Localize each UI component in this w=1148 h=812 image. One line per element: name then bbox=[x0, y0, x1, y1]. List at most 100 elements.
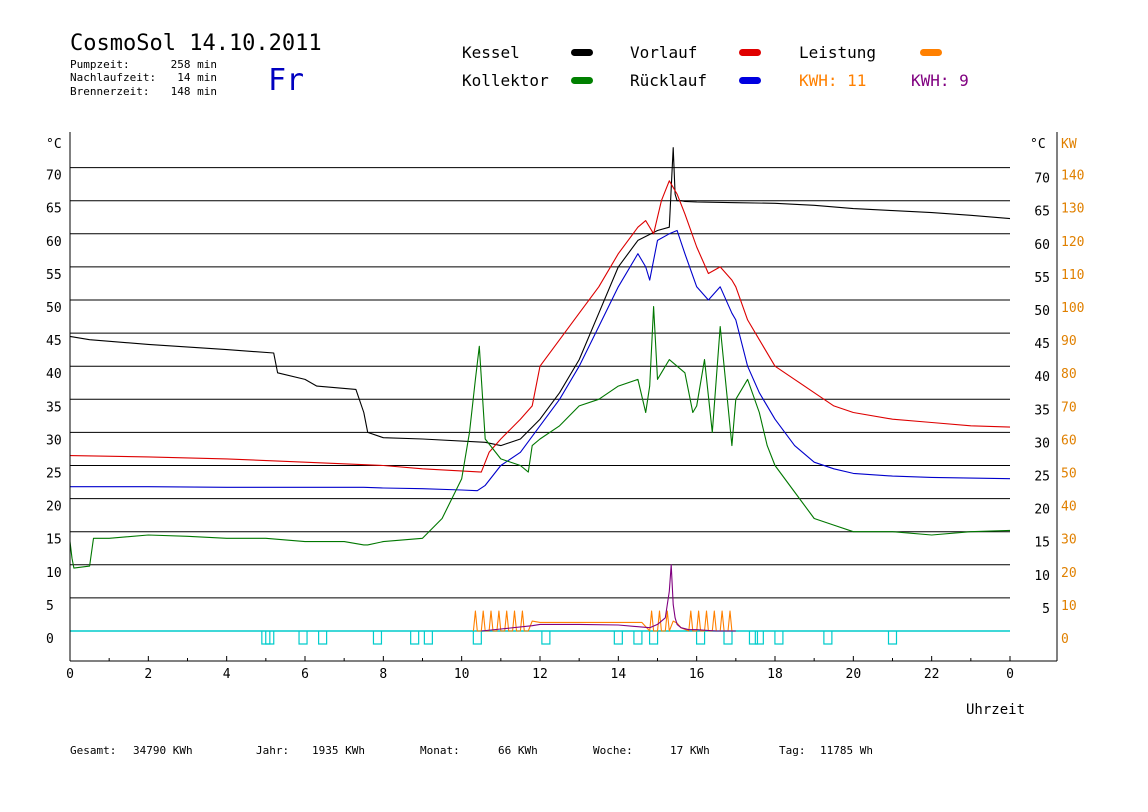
y-right-kw-label-30: 30 bbox=[1061, 533, 1077, 548]
y-left-label-55: 55 bbox=[46, 268, 62, 283]
pump-pulse-18 bbox=[887, 631, 898, 645]
pump-pulse-15 bbox=[754, 631, 764, 645]
pump-pulse-5 bbox=[410, 631, 420, 645]
y-right-c-label-70: 70 bbox=[1034, 172, 1050, 187]
stat-pumpzeit-label: Pumpzeit: bbox=[70, 58, 130, 71]
footer-monat-label: Monat: bbox=[420, 744, 460, 757]
pump-pulse-8 bbox=[541, 631, 551, 645]
legend-label-ruecklauf: Rücklauf bbox=[630, 71, 707, 90]
footer-gesamt-label: Gesamt: bbox=[70, 744, 116, 757]
y-right-c-label-45: 45 bbox=[1034, 337, 1050, 352]
right-axis-unit-c: °C bbox=[1030, 137, 1046, 152]
y-right-kw-label-50: 50 bbox=[1061, 467, 1077, 482]
x-axis-label: Uhrzeit bbox=[966, 702, 1025, 718]
right-axis-unit-kw: KW bbox=[1061, 137, 1077, 152]
y-right-c-label-5: 5 bbox=[1042, 602, 1050, 617]
y-left-label-25: 25 bbox=[46, 467, 62, 482]
y-left-label-70: 70 bbox=[46, 169, 62, 184]
x-tick-label-1: 2 bbox=[144, 667, 152, 682]
y-right-kw-label-20: 20 bbox=[1061, 566, 1077, 581]
y-right-c-label-25: 25 bbox=[1034, 470, 1050, 485]
x-tick-label-10: 20 bbox=[846, 667, 862, 682]
kwh-leistung2: KWH: 9 bbox=[911, 71, 969, 90]
y-right-c-label-20: 20 bbox=[1034, 503, 1050, 518]
y-right-kw-label-70: 70 bbox=[1061, 400, 1077, 415]
legend-swatch-kessel bbox=[571, 49, 593, 56]
x-tick-label-4: 8 bbox=[379, 667, 387, 682]
y-right-c-label-40: 40 bbox=[1034, 370, 1050, 385]
series-lines bbox=[69, 147, 1011, 645]
stat-pumpzeit-value: 258 min bbox=[171, 58, 217, 71]
x-tick-label-5: 10 bbox=[454, 667, 470, 682]
stat-brennerzeit-value: 148 min bbox=[171, 85, 217, 98]
x-tick-label-0: 0 bbox=[66, 667, 74, 682]
y-left-label-45: 45 bbox=[46, 334, 62, 349]
pump-pulse-11 bbox=[648, 631, 659, 645]
y-right-c-label-60: 60 bbox=[1034, 238, 1050, 253]
x-tick-label-8: 16 bbox=[689, 667, 705, 682]
x-tick-label-9: 18 bbox=[767, 667, 783, 682]
pump-pulse-2 bbox=[298, 631, 308, 645]
day-label: Fr bbox=[268, 63, 304, 98]
series-line-kessel bbox=[69, 147, 1011, 447]
grid-lines bbox=[70, 167, 1010, 632]
legend-label-vorlauf: Vorlauf bbox=[630, 43, 697, 62]
y-right-kw-label-0: 0 bbox=[1061, 632, 1069, 647]
pump-pulse-3 bbox=[318, 631, 328, 645]
y-right-kw-label-130: 130 bbox=[1061, 202, 1084, 217]
y-left-label-15: 15 bbox=[46, 533, 62, 548]
legend-swatch-leistung bbox=[920, 49, 942, 56]
y-right-kw-label-40: 40 bbox=[1061, 500, 1077, 515]
x-tick-label-6: 12 bbox=[532, 667, 548, 682]
x-tick-label-11: 22 bbox=[924, 667, 940, 682]
y-right-kw-label-120: 120 bbox=[1061, 235, 1084, 250]
page-title: CosmoSol 14.10.2011 bbox=[70, 31, 322, 56]
y-right-c-label-35: 35 bbox=[1034, 403, 1050, 418]
y-left-label-40: 40 bbox=[46, 367, 62, 382]
y-right-kw-label-140: 140 bbox=[1061, 169, 1084, 184]
pump-pulse-12 bbox=[695, 631, 706, 645]
y-left-label-20: 20 bbox=[46, 500, 62, 515]
y-left-label-10: 10 bbox=[46, 566, 62, 581]
legend: Kessel Vorlauf Leistung Kollektor Rückla… bbox=[462, 43, 969, 90]
footer-monat-value: 66 KWh bbox=[498, 744, 538, 757]
y-right-c-label-15: 15 bbox=[1034, 536, 1050, 551]
y-right-kw-label-80: 80 bbox=[1061, 367, 1077, 382]
footer-gesamt-value: 34790 KWh bbox=[133, 744, 193, 757]
pump-pulse-9 bbox=[613, 631, 623, 645]
y-left-label-60: 60 bbox=[46, 235, 62, 250]
pump-pulse-4 bbox=[372, 631, 383, 645]
footer-woche-label: Woche: bbox=[593, 744, 633, 757]
y-right-kw-label-60: 60 bbox=[1061, 433, 1077, 448]
x-tick-label-7: 14 bbox=[611, 667, 627, 682]
legend-swatch-vorlauf bbox=[739, 49, 761, 56]
series-line-kollektor bbox=[69, 306, 1011, 569]
pump-pulse-6 bbox=[423, 631, 433, 645]
pump-pulse-1 bbox=[265, 631, 275, 645]
y-left-label-35: 35 bbox=[46, 400, 62, 415]
y-right-c-label-50: 50 bbox=[1034, 304, 1050, 319]
pump-pulse-16 bbox=[774, 631, 784, 645]
y-left-label-50: 50 bbox=[46, 301, 62, 316]
y-right-c-label-30: 30 bbox=[1034, 436, 1050, 451]
pump-pulse-13 bbox=[723, 631, 733, 645]
series-line-ruecklauf bbox=[70, 229, 1011, 492]
legend-swatch-kollektor bbox=[571, 77, 593, 84]
y-left-label-0: 0 bbox=[46, 632, 54, 647]
pump-pulse-7 bbox=[472, 631, 482, 645]
stat-nachlaufzeit-value: 14 min bbox=[177, 71, 217, 84]
legend-label-kollektor: Kollektor bbox=[462, 71, 549, 90]
axes bbox=[69, 132, 1058, 662]
x-tick-label-12: 0 bbox=[1006, 667, 1014, 682]
kwh-leistung: KWH: 11 bbox=[799, 71, 866, 90]
tick-labels: 0 2 4 6 8 10 12 14 16 18 20 22 005101520253035404550… bbox=[46, 169, 1084, 682]
footer-jahr-value: 1935 KWh bbox=[312, 744, 365, 757]
pump-pulse-17 bbox=[823, 631, 833, 645]
stat-nachlaufzeit-label: Nachlaufzeit: bbox=[70, 71, 156, 84]
left-axis-unit: °C bbox=[46, 137, 62, 152]
header-stats: Pumpzeit: 258 min Nachlaufzeit: 14 min B… bbox=[70, 58, 217, 98]
y-right-c-label-65: 65 bbox=[1034, 205, 1050, 220]
y-right-kw-label-110: 110 bbox=[1061, 268, 1084, 283]
footer-tag-value: 11785 Wh bbox=[820, 744, 873, 757]
